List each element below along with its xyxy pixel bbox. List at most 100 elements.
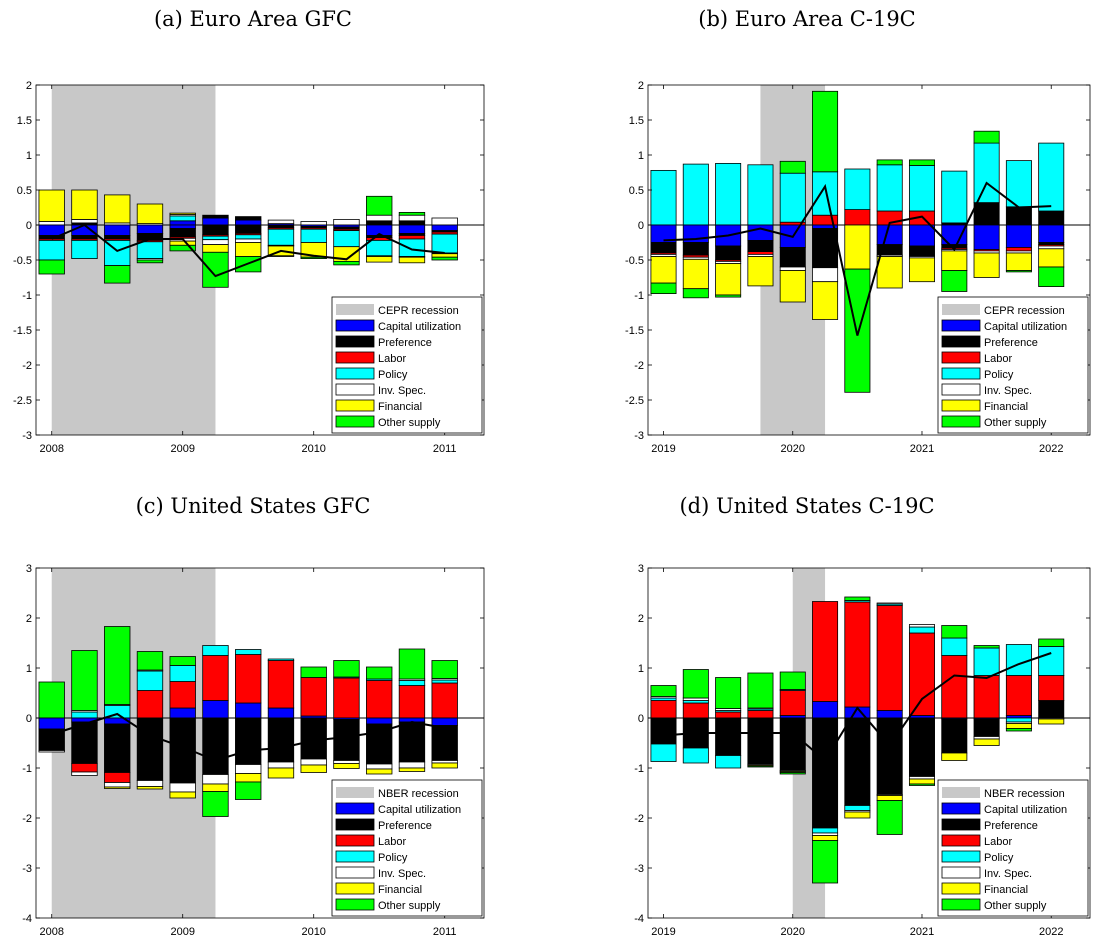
bar-segment-policy (844, 805, 871, 811)
y-tick-label: -3 (634, 863, 644, 875)
legend-swatch-policy (941, 367, 981, 380)
bar-segment-inv_spec (333, 218, 360, 226)
bar-segment-policy (812, 171, 839, 216)
bar-segment-capital_utilization (431, 224, 458, 231)
y-tick-label: 1.5 (17, 115, 32, 127)
y-tick-label: -0.5 (13, 255, 32, 267)
bar-segment-preference (202, 214, 229, 219)
bar-segment-other_supply (366, 195, 393, 216)
bar-segment-financial (876, 795, 903, 801)
x-tick-label: 2011 (433, 443, 457, 455)
legend-swatch-preference (941, 335, 981, 348)
legend-swatch-labor (941, 834, 981, 847)
bar-segment-labor (747, 710, 774, 719)
bar-segment-financial (973, 738, 1000, 746)
bar-segment-other_supply (682, 288, 709, 299)
bar-segment-financial (1038, 718, 1065, 725)
bar-segment-labor (104, 772, 131, 783)
y-tick-label: 2 (638, 613, 644, 625)
legend-swatch-labor (335, 834, 375, 847)
bar-segment-other_supply (941, 270, 968, 292)
bar-segment-other_supply (973, 645, 1000, 649)
bar-segment-preference (876, 717, 903, 795)
bar-segment-financial (71, 189, 98, 220)
bar-segment-other_supply (38, 681, 65, 719)
legend-label: Inv. Spec. (378, 385, 426, 397)
bar-segment-labor (682, 702, 709, 719)
bar-segment-preference (235, 216, 262, 221)
legend-swatch-recession (942, 787, 980, 798)
bar-segment-financial (747, 256, 774, 287)
panel-c-title: (c) United States GFC (136, 494, 371, 518)
bar-segment-labor (908, 632, 935, 716)
bar-segment-policy (38, 239, 65, 261)
bar-segment-capital_utilization (366, 717, 393, 725)
y-tick-label: -2 (22, 360, 32, 372)
bar-segment-capital_utilization (747, 224, 774, 241)
bar-segment-other_supply (908, 159, 935, 166)
legend: CEPR recession Capital utilization Prefere… (331, 296, 483, 434)
bar-segment-inv_spec (235, 238, 262, 243)
bar-segment-preference (104, 723, 131, 773)
bar-segment-financial (779, 270, 806, 303)
bar-segment-labor (715, 711, 742, 719)
bar-segment-inv_spec (267, 219, 295, 225)
bar-segment-labor (431, 682, 458, 719)
y-tick-label: -4 (634, 913, 644, 925)
y-tick-label: -4 (22, 913, 32, 925)
legend-label: NBER recession (984, 788, 1065, 800)
bar-segment-financial (941, 752, 968, 761)
bar-segment-preference (682, 242, 709, 256)
bar-segment-preference (136, 717, 164, 781)
y-tick-label: -0.5 (625, 255, 644, 267)
legend-swatch-financial (941, 399, 981, 412)
bar-segment-financial (169, 212, 196, 215)
bar-segment-financial (682, 258, 709, 290)
bar-segment-financial (812, 281, 839, 320)
bar-segment-labor (779, 690, 806, 716)
x-tick-label: 2008 (39, 926, 63, 938)
line-series (51, 223, 445, 278)
y-tick-label: -2 (634, 360, 644, 372)
bar-segment-other_supply (169, 244, 196, 252)
y-tick-label: -2.5 (13, 395, 32, 407)
x-tick-label: 2009 (170, 443, 194, 455)
legend-swatch-preference (335, 818, 375, 831)
bar-segment-preference (779, 717, 806, 771)
bar-segment-other_supply (1005, 270, 1032, 273)
bar-segment-other_supply (715, 294, 742, 298)
bar-segment-capital_utilization (908, 224, 935, 247)
legend-swatch-preference (335, 335, 375, 348)
bar-segment-policy (267, 228, 295, 246)
bar-segment-preference (300, 717, 327, 760)
bar-segment-policy (136, 670, 164, 691)
bar-segment-other_supply (779, 772, 806, 775)
bar-segment-other_supply (908, 783, 935, 786)
bar-segment-policy (398, 680, 426, 686)
plot-frame (35, 567, 485, 919)
bar-segment-other_supply (973, 130, 1000, 144)
bar-segment-preference (1038, 210, 1065, 226)
bar-segment-capital_utilization (169, 707, 196, 719)
bar-segment-labor (1038, 675, 1065, 701)
bar-segment-labor (941, 655, 968, 719)
bar-segment-other_supply (779, 671, 806, 690)
bar-segment-policy (235, 234, 262, 240)
bar-segment-inv_spec (398, 761, 426, 769)
bar-segment-preference (104, 235, 131, 240)
bar-segment-inv_spec (366, 763, 393, 770)
bar-segment-other_supply (104, 265, 131, 284)
bar-segment-financial (235, 773, 262, 783)
bar-segment-capital_utilization (398, 224, 426, 234)
legend-label: Other supply (984, 417, 1047, 429)
legend-swatch-policy (941, 850, 981, 863)
bar-segment-financial (844, 224, 871, 270)
y-tick-label: -3 (22, 430, 32, 442)
bar-segment-policy (876, 164, 903, 212)
legend-label: Policy (984, 852, 1014, 864)
bar-segment-policy (202, 235, 229, 241)
legend-swatch-recession (336, 787, 374, 798)
panel-a-title: (a) Euro Area GFC (154, 7, 352, 31)
bar-segment-preference (202, 224, 229, 236)
